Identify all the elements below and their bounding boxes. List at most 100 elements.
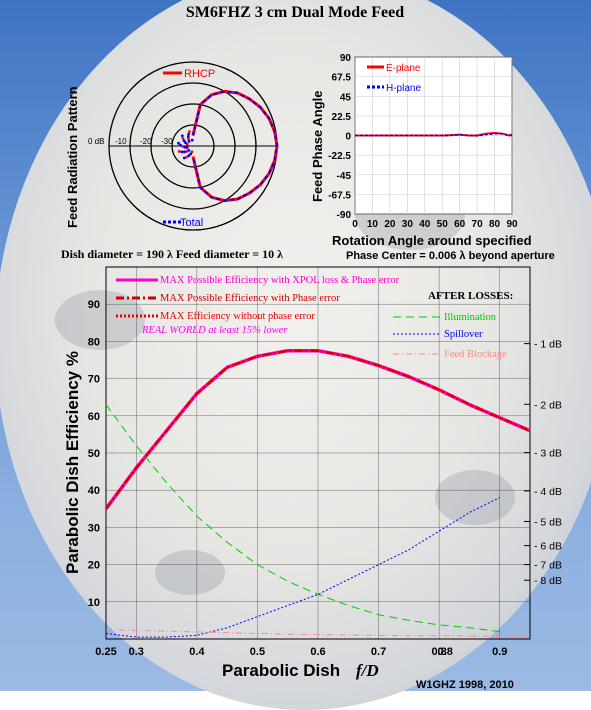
legend-label-total: Total [180, 217, 203, 229]
main-xtick-label: 0.8 [438, 646, 453, 658]
polar-backlobe-dot [182, 156, 186, 160]
polar-backlobe-dot [183, 150, 186, 154]
polar-backlobe-dot [189, 152, 193, 156]
polar-backlobe-dot [177, 141, 180, 145]
main-ytick-label: 40 [88, 485, 100, 497]
polar-backlobe-dot [186, 135, 190, 139]
legend-label-phase: MAX Possible Efficiency with Phase error [160, 293, 340, 304]
phase-xtick-label: 10 [367, 219, 379, 230]
moon-crater [155, 550, 225, 595]
main-ytick-label: 10 [88, 597, 100, 609]
credit: W1GHZ 1998, 2010 [416, 679, 514, 691]
figure-title: SM6FHZ 3 cm Dual Mode Feed [186, 4, 404, 21]
polar-ring-label: -10 [115, 137, 127, 146]
legend-label-blockage: Feed Blockage [444, 349, 507, 360]
main-xtick-label: 0.8 [431, 646, 446, 658]
legend-label-xpol: MAX Possible Efficiency with XPOL loss &… [160, 275, 400, 286]
main-series-line [104, 349, 531, 510]
polar-backlobe-dot [187, 137, 190, 141]
main-ytick-label: 80 [88, 336, 100, 348]
phase-yticks: 90 67.5 45 22.5 0 -22.5 -45 -67.5 -90 [328, 53, 351, 221]
polar-chart: Feed Radiation Pattern 0 dB -10 -20 -30 … [65, 61, 279, 231]
main-ytick-label: 20 [88, 560, 100, 572]
main-xtick-label: 0.6 [310, 646, 325, 658]
main-xticks: 0.25 0.3 0.4 0.5 0.6 0.7 0.80.8 0.9 [95, 646, 507, 658]
phase-xtick-label: 40 [419, 219, 431, 230]
phase-ytick-label: 67.5 [332, 73, 352, 84]
main-db-tick-label: - 2 dB [534, 399, 562, 411]
main-db-tick-label: - 4 dB [534, 486, 562, 498]
legend-label-e-plane: E-plane [386, 63, 421, 74]
polar-backlobe-dot [185, 155, 189, 159]
phase-xlabel2: Phase Center = 0.006 λ beyond aperture [346, 250, 555, 262]
main-series-line [105, 349, 531, 510]
main-ytick-label: 50 [88, 448, 100, 460]
main-xtick-label: 0.3 [129, 646, 144, 658]
main-xtick-label: 0.5 [250, 646, 265, 658]
phase-xlabel: Rotation Angle around specified [332, 233, 532, 248]
polar-ring-label: -30 [161, 137, 173, 146]
legend-label-nophase: MAX Efficiency without phase error [160, 311, 315, 322]
phase-xtick-label: 60 [454, 219, 466, 230]
polar-ring-label: 0 dB [88, 137, 104, 146]
polar-backlobe-dot [187, 140, 191, 143]
legend-label-illumination: Illumination [444, 312, 497, 323]
polar-backlobe-dot [181, 145, 185, 148]
polar-ring-label: -20 [140, 137, 152, 146]
phase-xtick-label: 80 [489, 219, 501, 230]
phase-xtick-label: 0 [352, 219, 358, 230]
phase-ytick-label: -67.5 [328, 190, 351, 201]
real-world-note: REAL WORLD at least 15% lower [141, 325, 288, 336]
polar-series-total [192, 90, 279, 202]
polar-backlobe-dot [180, 150, 184, 154]
main-ytick-label: 30 [88, 522, 100, 534]
figure-canvas: SM6FHZ 3 cm Dual Mode Feed Feed Radiatio… [61, 4, 562, 691]
polar-backlobe-dot [181, 137, 185, 140]
polar-backlobe-dot [187, 132, 191, 136]
phase-xtick-label: 50 [437, 219, 449, 230]
main-series-line [105, 497, 500, 638]
main-ytick-label: 70 [88, 374, 100, 386]
legend-label-rhcp: RHCP [184, 68, 215, 80]
main-db-tick-label: - 5 dB [534, 516, 562, 528]
main-xlabel-fd: f/D [356, 661, 379, 680]
phase-xtick-label: 30 [402, 219, 414, 230]
main-xtick-label: 0.7 [371, 646, 386, 658]
phase-ytick-label: 0 [345, 132, 351, 143]
polar-backlobe-dot [188, 130, 191, 134]
polar-backlobe-dot [190, 138, 194, 142]
polar-rings [108, 61, 278, 231]
polar-backlobe-dot [177, 150, 181, 153]
after-losses-label: AFTER LOSSES: [428, 290, 513, 302]
main-ytick-label: 90 [88, 299, 100, 311]
polar-backlobe-dot [187, 149, 191, 152]
polar-backlobe-dot [185, 146, 189, 150]
polar-backlobe-dot [179, 143, 182, 147]
polar-backlobe-dot [184, 141, 187, 145]
main-db-tick-label: - 3 dB [534, 448, 562, 460]
polar-backlobe-dot [182, 139, 186, 143]
main-db-ticks: - 1 dB - 2 dB - 3 dB - 4 dB - 5 dB - 6 dB - 7 … [524, 339, 562, 587]
phase-xtick-label: 20 [384, 219, 396, 230]
phase-ytick-label: 90 [340, 53, 352, 64]
main-ytick-label: 60 [88, 411, 100, 423]
polar-backlobe-dot [187, 154, 191, 158]
phase-chart: 90 67.5 45 22.5 0 -22.5 -45 -67.5 -90 0 10 20 30 40 5… [310, 53, 555, 262]
polar-backlobe-dot [180, 134, 184, 138]
main-series-line [105, 404, 500, 633]
main-xtick-label: 0.25 [95, 646, 116, 658]
main-db-tick-label: - 1 dB [534, 339, 562, 351]
moon-crater [435, 470, 515, 525]
moon-crater [55, 290, 145, 350]
legend-label-h-plane: H-plane [386, 83, 421, 94]
main-db-tick-label: - 6 dB [534, 541, 562, 553]
main-grid [106, 267, 530, 639]
main-ylabel: Parabolic Dish Efficiency % [63, 351, 82, 574]
phase-ytick-label: 45 [340, 92, 352, 103]
phase-series-h-plane [355, 133, 512, 137]
phase-xtick-label: 70 [472, 219, 484, 230]
dims-note: Dish diameter = 190 λ Feed diameter = 10… [61, 247, 283, 261]
phase-ytick-label: -90 [337, 210, 352, 221]
polar-backlobe-dots [177, 130, 194, 160]
